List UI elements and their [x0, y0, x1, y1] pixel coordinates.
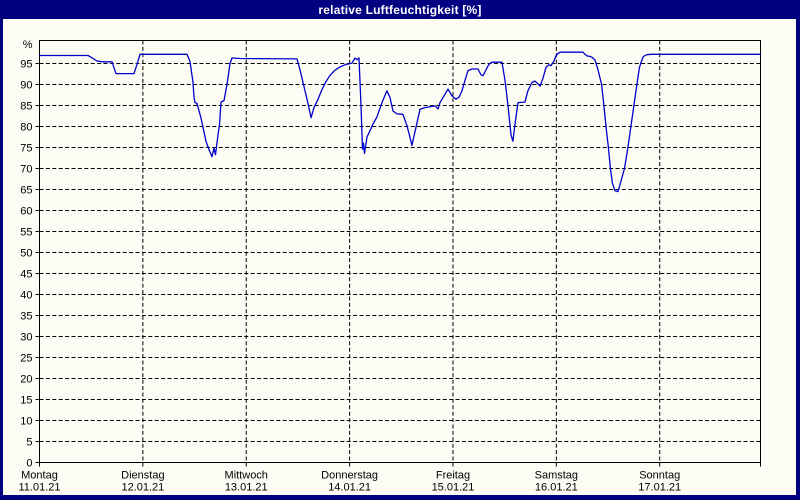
y-tick-label: 70	[20, 164, 32, 176]
y-tick-label: 95	[20, 59, 32, 71]
x-date-label: 16.01.21	[535, 482, 578, 494]
y-tick-label: 65	[20, 185, 32, 197]
y-tick-label: 90	[20, 80, 32, 92]
x-date-label: 17.01.21	[638, 482, 681, 494]
title-bar: relative Luftfeuchtigkeit [%]	[0, 0, 800, 19]
x-day-label: Dienstag	[121, 470, 164, 482]
x-day-label: Sonntag	[639, 470, 680, 482]
x-date-label: 14.01.21	[328, 482, 371, 494]
y-tick-label: 5	[26, 437, 32, 449]
y-gridlines	[39, 63, 761, 442]
plot-container: 0 5 10 15 20 25 30 35 40 45 50 55 60 65 70 75 80 85 90 95% M…	[3, 19, 796, 495]
x-date-label: 12.01.21	[121, 482, 164, 494]
x-date-label: 15.01.21	[432, 482, 475, 494]
y-tick-label: 20	[20, 374, 32, 386]
humidity-line-chart: 0 5 10 15 20 25 30 35 40 45 50 55 60 65 70 75 80 85 90 95% M…	[18, 39, 762, 494]
y-tick-label: 45	[20, 269, 32, 281]
y-tick-label: 75	[20, 143, 32, 155]
x-day-label: Mittwoch	[225, 470, 268, 482]
y-tick-label: 85	[20, 101, 32, 113]
x-date-label: 13.01.21	[225, 482, 268, 494]
y-tick-label: 0	[26, 458, 32, 470]
x-date-label: 11.01.21	[18, 482, 60, 494]
y-tick-label: 55	[20, 227, 32, 239]
x-day-label: Montag	[21, 470, 58, 482]
x-day-label: Donnerstag	[321, 470, 378, 482]
y-tick-label: 80	[20, 122, 32, 134]
chart-title: relative Luftfeuchtigkeit [%]	[318, 2, 482, 17]
x-day-label: Freitag	[436, 470, 470, 482]
y-tick-label: 30	[20, 332, 32, 344]
y-axis-labels: 0 5 10 15 20 25 30 35 40 45 50 55 60 65 70 75 80 85 90 95%	[20, 39, 40, 470]
y-tick-label: 50	[20, 248, 32, 260]
y-tick-label: 60	[20, 206, 32, 218]
y-tick-label: 25	[20, 353, 32, 365]
x-day-label: Samstag	[535, 470, 578, 482]
y-tick-label: 15	[20, 395, 32, 407]
plot-border	[39, 40, 761, 463]
y-tick-label: 35	[20, 311, 32, 323]
y-tick-label: 10	[20, 416, 32, 428]
y-axis-unit-label: %	[23, 39, 33, 51]
humidity-series-line	[38, 51, 762, 193]
y-tick-label: 40	[20, 290, 32, 302]
